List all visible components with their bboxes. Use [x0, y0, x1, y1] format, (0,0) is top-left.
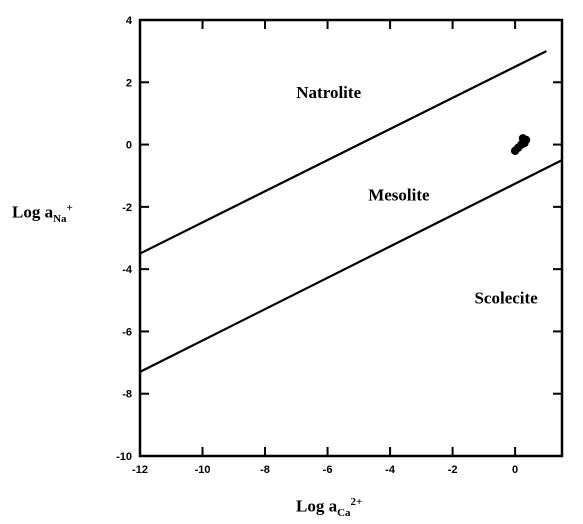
y-tick-label: -10 [116, 451, 132, 463]
region-label-natrolite: Natrolite [296, 83, 361, 102]
boundary-lines [139, 50, 563, 373]
y-tick-label: -6 [122, 326, 132, 338]
y-tick-label: 2 [126, 77, 132, 89]
natrolite-mesolite-boundary [139, 50, 547, 255]
mesolite-scolecite-boundary [139, 159, 563, 373]
y-tick-label: 0 [126, 140, 132, 152]
x-tick-label: -8 [260, 464, 270, 476]
x-tick-label: 0 [512, 464, 518, 476]
region-label-scolecite: Scolecite [474, 288, 538, 307]
y-tick-label: -4 [122, 264, 133, 276]
x-tick-label: -10 [195, 464, 211, 476]
y-axis-title: Log aNa+ [12, 202, 73, 226]
y-tick-label: -8 [122, 389, 132, 401]
region-labels: Natrolite Mesolite Scolecite [296, 83, 538, 308]
data-point [518, 134, 528, 143]
x-tick-label: -6 [323, 464, 333, 476]
y-tick-label: -2 [122, 202, 132, 214]
x-tick-label: -4 [385, 464, 396, 476]
y-tick-label: 4 [126, 15, 133, 27]
x-axis-title: Log aCa2+ [296, 496, 363, 520]
x-tick-label: -12 [132, 464, 148, 476]
data-points [510, 134, 531, 155]
axis-ticks [139, 19, 562, 457]
plot-frame [138, 18, 564, 458]
x-tick-label: -2 [448, 464, 458, 476]
region-label-mesolite: Mesolite [368, 186, 430, 205]
